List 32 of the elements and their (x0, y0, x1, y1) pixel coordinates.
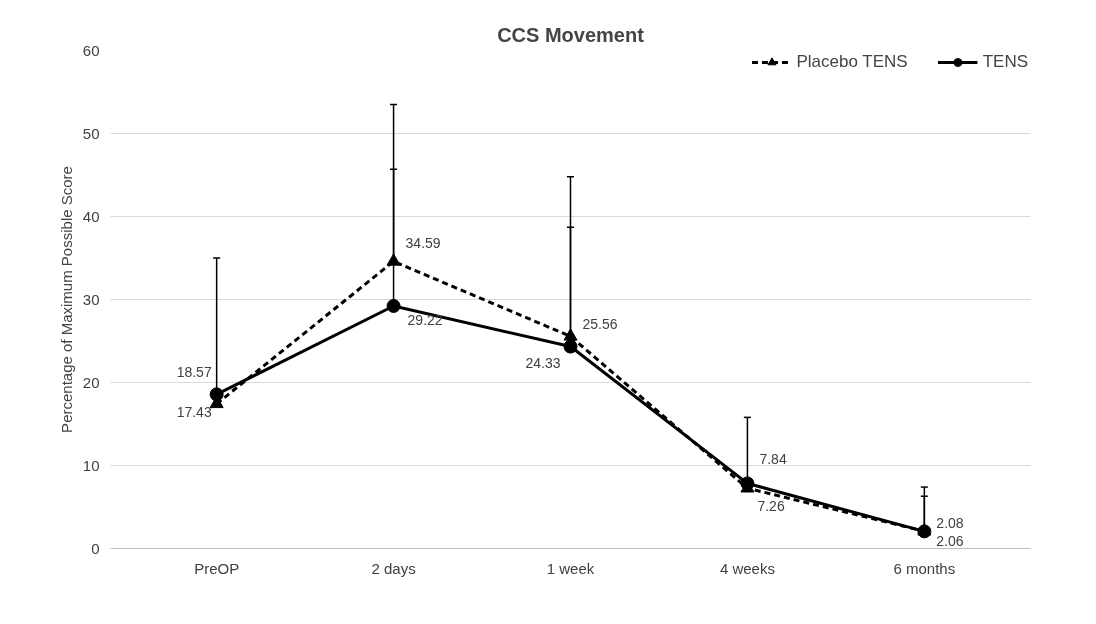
y-axis-title: Percentage of Maximum Possible Score (57, 166, 75, 433)
data-label: 34.59 (405, 235, 441, 252)
data-label: 2.06 (936, 533, 964, 550)
x-tick-label: 4 weeks (719, 559, 775, 577)
y-tick-label: 0 (91, 539, 100, 557)
legend-label: TENS (982, 52, 1028, 72)
point (563, 328, 578, 341)
point (563, 339, 578, 354)
point (740, 476, 755, 491)
data-label: 2.08 (936, 515, 964, 532)
y-tick-label: 40 (82, 207, 100, 225)
y-tick-label: 50 (82, 124, 100, 142)
point (209, 387, 224, 402)
point (386, 298, 401, 313)
y-tick-label: 60 (82, 41, 100, 59)
data-label: 24.33 (525, 354, 561, 371)
x-tick-label: 2 days (371, 559, 416, 577)
point (386, 253, 401, 266)
legend-label: Placebo TENS (796, 52, 908, 72)
data-label: 17.43 (176, 403, 212, 420)
x-tick-label: PreOP (194, 559, 240, 577)
x-tick-label: 6 months (893, 559, 956, 577)
data-label: 7.84 (759, 451, 787, 468)
data-label: 7.26 (757, 498, 785, 515)
y-tick-label: 10 (82, 456, 100, 474)
x-tick-label: 1 week (546, 559, 595, 577)
chart-title: CCS Movement (497, 23, 645, 46)
data-label: 18.57 (176, 364, 212, 381)
data-label: 29.22 (407, 311, 443, 328)
y-tick-label: 30 (82, 290, 100, 308)
y-tick-label: 20 (82, 373, 100, 391)
data-label: 25.56 (582, 316, 618, 333)
